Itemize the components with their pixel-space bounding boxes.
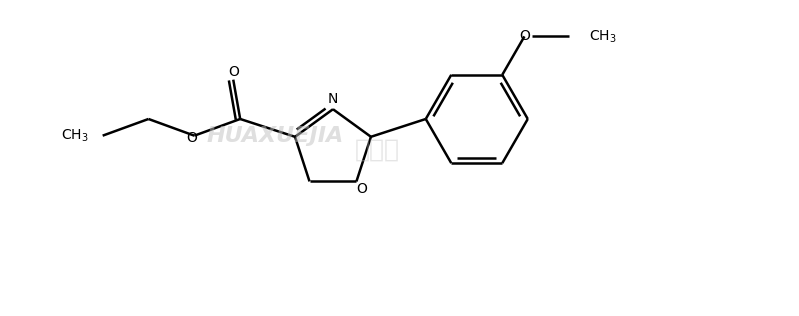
Text: 化学加: 化学加 [355, 137, 400, 161]
Text: N: N [328, 93, 338, 106]
Text: O: O [519, 29, 530, 43]
Text: O: O [228, 65, 239, 79]
Text: HUAXUEJIA: HUAXUEJIA [207, 126, 344, 146]
Text: O: O [356, 182, 368, 196]
Text: O: O [187, 131, 197, 145]
Text: CH$_3$: CH$_3$ [589, 28, 616, 45]
Text: CH$_3$: CH$_3$ [61, 127, 89, 144]
